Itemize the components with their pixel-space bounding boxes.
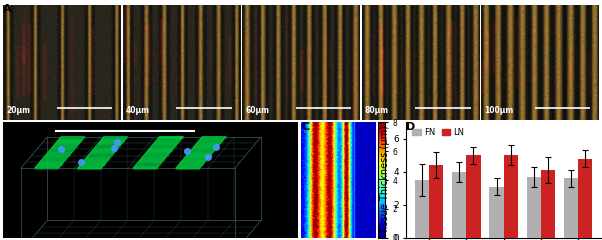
- Bar: [452, 172, 467, 238]
- Polygon shape: [156, 140, 179, 142]
- Polygon shape: [100, 140, 123, 142]
- Polygon shape: [54, 145, 77, 147]
- Polygon shape: [93, 150, 116, 151]
- Polygon shape: [57, 140, 81, 142]
- Text: 100μm: 100μm: [484, 106, 514, 115]
- Polygon shape: [34, 137, 85, 168]
- Bar: [527, 177, 541, 238]
- Polygon shape: [144, 154, 168, 156]
- Polygon shape: [191, 150, 214, 151]
- Y-axis label: Tissue Thickness (μm): Tissue Thickness (μm): [380, 126, 390, 234]
- Polygon shape: [77, 168, 101, 169]
- Y-axis label: Tissue
Thickness
(μm): Tissue Thickness (μm): [413, 161, 443, 199]
- Bar: [578, 159, 592, 238]
- Polygon shape: [199, 140, 222, 142]
- Polygon shape: [179, 163, 203, 165]
- Polygon shape: [88, 154, 113, 156]
- Polygon shape: [194, 145, 219, 147]
- Polygon shape: [187, 154, 211, 156]
- Polygon shape: [50, 150, 73, 151]
- Text: B: B: [3, 122, 11, 132]
- Polygon shape: [42, 158, 66, 160]
- Polygon shape: [183, 158, 207, 160]
- Bar: [541, 170, 555, 238]
- Text: 80μm: 80μm: [365, 106, 389, 115]
- Bar: [467, 155, 480, 238]
- Polygon shape: [61, 136, 85, 138]
- Polygon shape: [133, 137, 183, 168]
- Bar: [415, 180, 429, 238]
- Polygon shape: [160, 136, 183, 138]
- Polygon shape: [152, 145, 176, 147]
- Polygon shape: [148, 150, 172, 151]
- Polygon shape: [133, 168, 157, 169]
- Text: D: D: [406, 122, 415, 132]
- Polygon shape: [176, 168, 199, 169]
- Polygon shape: [140, 158, 164, 160]
- Polygon shape: [46, 154, 70, 156]
- Text: 40μm: 40μm: [125, 106, 149, 115]
- Text: A: A: [3, 4, 11, 14]
- Bar: [503, 155, 518, 238]
- Polygon shape: [176, 137, 226, 168]
- Text: 60μm: 60μm: [245, 106, 269, 115]
- Polygon shape: [85, 158, 108, 160]
- Legend: FN, LN: FN, LN: [411, 126, 466, 139]
- Polygon shape: [81, 163, 105, 165]
- Text: C: C: [301, 122, 309, 132]
- Bar: [563, 178, 578, 238]
- Polygon shape: [77, 137, 128, 168]
- Polygon shape: [104, 136, 128, 138]
- Polygon shape: [96, 145, 120, 147]
- Polygon shape: [34, 168, 58, 169]
- Bar: [429, 165, 444, 238]
- Bar: [489, 186, 503, 238]
- Polygon shape: [39, 163, 62, 165]
- Polygon shape: [137, 163, 160, 165]
- Text: 20μm: 20μm: [6, 106, 30, 115]
- Polygon shape: [202, 136, 226, 138]
